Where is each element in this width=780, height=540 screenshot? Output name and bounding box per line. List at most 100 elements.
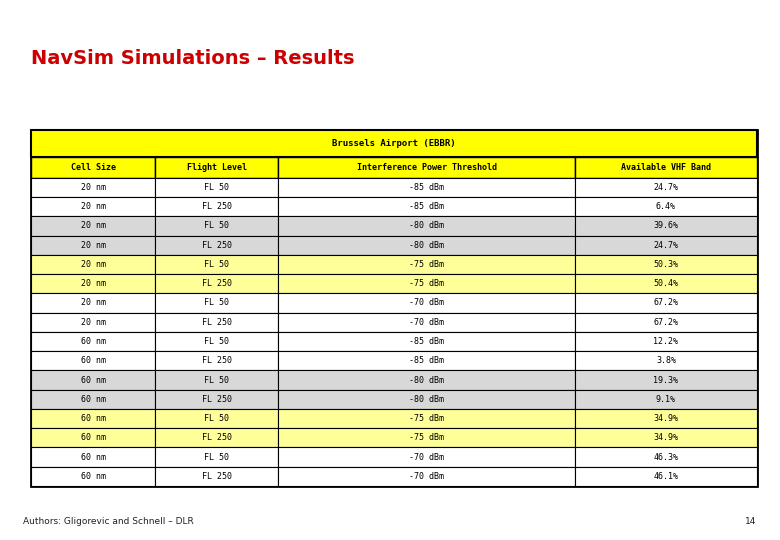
Text: 24.7%: 24.7% — [654, 241, 679, 249]
Bar — [155, 217, 278, 235]
Text: 60 nm: 60 nm — [80, 414, 105, 423]
Text: FL 250: FL 250 — [202, 279, 232, 288]
Text: 39.6%: 39.6% — [654, 221, 679, 231]
Text: 60 nm: 60 nm — [80, 453, 105, 462]
Bar — [278, 293, 576, 313]
Text: 20 nm: 20 nm — [80, 299, 105, 307]
Text: 46.1%: 46.1% — [654, 472, 679, 481]
Bar — [278, 274, 576, 293]
Bar — [31, 274, 155, 293]
Bar — [155, 467, 278, 486]
Bar — [31, 448, 155, 467]
Text: 20 nm: 20 nm — [80, 183, 105, 192]
Bar — [576, 448, 757, 467]
Text: Authors: Gligorevic and Schnell – DLR: Authors: Gligorevic and Schnell – DLR — [23, 517, 194, 526]
Text: 20 nm: 20 nm — [80, 221, 105, 231]
Bar — [278, 313, 576, 332]
Bar — [31, 351, 155, 370]
Bar — [31, 157, 155, 178]
Bar — [155, 255, 278, 274]
Bar — [155, 390, 278, 409]
Text: 60 nm: 60 nm — [80, 337, 105, 346]
Bar — [278, 197, 576, 217]
Text: FL 250: FL 250 — [202, 395, 232, 404]
Text: -75 dBm: -75 dBm — [410, 433, 445, 442]
Text: FL 50: FL 50 — [204, 183, 229, 192]
Bar — [278, 409, 576, 428]
Text: -70 dBm: -70 dBm — [410, 299, 445, 307]
Bar — [155, 274, 278, 293]
Text: FL 50: FL 50 — [204, 375, 229, 384]
Text: Brussels Airport (EBBR): Brussels Airport (EBBR) — [332, 139, 456, 147]
Text: FL 50: FL 50 — [204, 337, 229, 346]
Bar — [576, 197, 757, 217]
Bar — [155, 197, 278, 217]
Text: -85 dBm: -85 dBm — [410, 202, 445, 211]
Text: FL 250: FL 250 — [202, 472, 232, 481]
Text: FL 250: FL 250 — [202, 241, 232, 249]
Text: FL 50: FL 50 — [204, 221, 229, 231]
Text: -85 dBm: -85 dBm — [410, 183, 445, 192]
Text: NavSim Simulations – Results: NavSim Simulations – Results — [31, 49, 355, 68]
Text: 19.3%: 19.3% — [654, 375, 679, 384]
Bar — [155, 178, 278, 197]
Bar — [155, 293, 278, 313]
Bar — [576, 255, 757, 274]
Bar — [31, 370, 155, 390]
Text: -85 dBm: -85 dBm — [410, 337, 445, 346]
Bar — [576, 293, 757, 313]
Bar — [155, 313, 278, 332]
Text: 67.2%: 67.2% — [654, 318, 679, 327]
Bar — [278, 428, 576, 448]
Bar — [576, 370, 757, 390]
Bar — [576, 390, 757, 409]
Bar — [278, 217, 576, 235]
Text: 6.4%: 6.4% — [656, 202, 676, 211]
Bar — [576, 313, 757, 332]
Bar — [155, 428, 278, 448]
Bar — [31, 332, 155, 351]
Text: 34.9%: 34.9% — [654, 433, 679, 442]
Text: 24.7%: 24.7% — [654, 183, 679, 192]
Bar — [155, 370, 278, 390]
Text: -85 dBm: -85 dBm — [410, 356, 445, 365]
Bar — [278, 351, 576, 370]
Text: 14: 14 — [745, 517, 757, 526]
Bar — [576, 409, 757, 428]
Text: 60 nm: 60 nm — [80, 375, 105, 384]
Bar — [576, 428, 757, 448]
Text: 20 nm: 20 nm — [80, 279, 105, 288]
Text: 20 nm: 20 nm — [80, 202, 105, 211]
Text: -80 dBm: -80 dBm — [410, 395, 445, 404]
Text: FL 50: FL 50 — [204, 260, 229, 269]
Text: -80 dBm: -80 dBm — [410, 241, 445, 249]
Bar — [31, 130, 757, 157]
Text: 20 nm: 20 nm — [80, 241, 105, 249]
Text: -70 dBm: -70 dBm — [410, 453, 445, 462]
Text: FL 250: FL 250 — [202, 318, 232, 327]
Bar — [278, 390, 576, 409]
Bar — [576, 178, 757, 197]
Text: -70 dBm: -70 dBm — [410, 318, 445, 327]
Text: -75 dBm: -75 dBm — [410, 260, 445, 269]
Bar — [576, 274, 757, 293]
Text: -70 dBm: -70 dBm — [410, 472, 445, 481]
Bar — [155, 235, 278, 255]
Bar — [155, 351, 278, 370]
Text: -80 dBm: -80 dBm — [410, 221, 445, 231]
Text: FL 50: FL 50 — [204, 453, 229, 462]
Text: 20 nm: 20 nm — [80, 260, 105, 269]
Bar — [31, 255, 155, 274]
Text: 60 nm: 60 nm — [80, 472, 105, 481]
Text: Interference Power Threshold: Interference Power Threshold — [357, 163, 497, 172]
Bar — [31, 409, 155, 428]
Bar — [278, 178, 576, 197]
Bar — [31, 217, 155, 235]
Text: 9.1%: 9.1% — [656, 395, 676, 404]
Bar — [576, 235, 757, 255]
Text: 60 nm: 60 nm — [80, 395, 105, 404]
Text: FL 250: FL 250 — [202, 433, 232, 442]
Bar — [576, 351, 757, 370]
Bar — [278, 255, 576, 274]
Text: 60 nm: 60 nm — [80, 356, 105, 365]
